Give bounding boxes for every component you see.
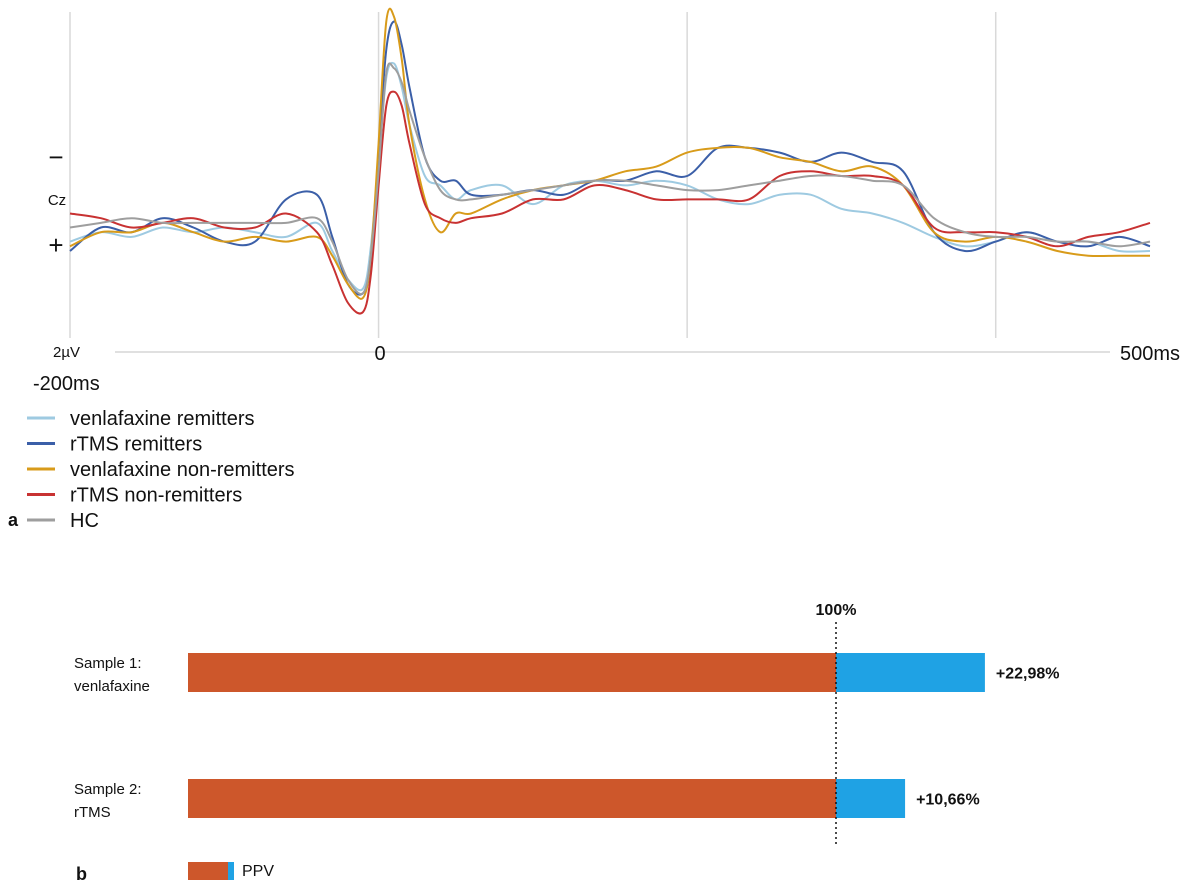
panel-b-label: b	[76, 864, 87, 884]
legend-label-1: rTMS remitters	[70, 434, 202, 456]
reference-label: 100%	[816, 602, 857, 619]
bar-gain-label-0: +22,98%	[996, 666, 1060, 683]
ppv-bars	[188, 653, 985, 818]
erp-line-4	[69, 62, 1151, 295]
panel-a-label: a	[8, 510, 19, 530]
erp-chart: − Cz + 2µV 0 500ms -200ms venlafaxine re…	[8, 7, 1180, 532]
x-tick-start: -200ms	[33, 373, 100, 395]
x-tick-zero: 0	[374, 343, 385, 365]
channel-label: Cz	[48, 192, 66, 209]
legend-swatch-base	[188, 862, 228, 880]
bar-gain-label-1: +10,66%	[916, 792, 980, 809]
bar-base-1	[188, 779, 836, 818]
legend-label-3: rTMS non-remitters	[70, 485, 242, 507]
bar-category-line2-1: rTMS	[74, 804, 111, 821]
bar-category-line1-1: Sample 2:	[74, 781, 142, 798]
bar-category-line2-0: venlafaxine	[74, 678, 150, 695]
bar-category-labels: +22,98% Sample 1: venlafaxine +10,66% Sample…	[74, 655, 1060, 821]
bar-gain-1	[836, 779, 906, 818]
erp-line-3	[69, 90, 1151, 315]
erp-series-lines	[69, 7, 1151, 315]
erp-line-0	[69, 61, 1151, 292]
bar-gain-0	[836, 653, 985, 692]
x-tick-end: 500ms	[1120, 343, 1180, 365]
legend-swatch-gain	[228, 862, 234, 880]
erp-legend: venlafaxine remitters rTMS remitters venla…	[27, 408, 295, 532]
legend-ppv-label: PPV	[242, 863, 274, 880]
bar-category-line1-0: Sample 1:	[74, 655, 142, 672]
legend-label-2: venlafaxine non-remitters	[70, 459, 295, 481]
legend-label-4: HC	[70, 510, 99, 532]
polarity-negative-label: −	[48, 142, 63, 172]
bar-base-0	[188, 653, 836, 692]
erp-line-2	[69, 7, 1150, 300]
legend-label-0: venlafaxine remitters	[70, 408, 255, 430]
scale-label: 2µV	[53, 344, 80, 361]
polarity-positive-label: +	[48, 230, 63, 260]
